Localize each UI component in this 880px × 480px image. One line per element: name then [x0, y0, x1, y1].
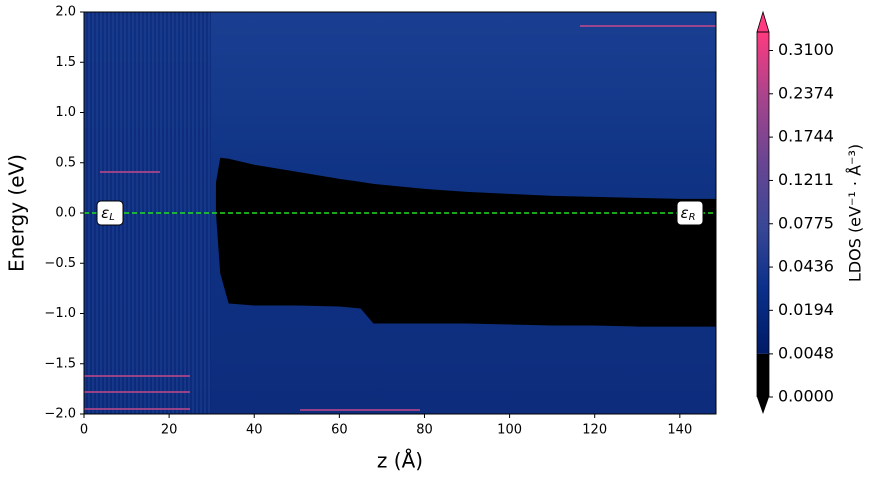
colorbar-tick-label: 0.3100: [778, 40, 834, 59]
annotation-symbol: ε: [680, 204, 688, 222]
heatmap-texture: [84, 25, 716, 411]
x-axis-label: z (Å): [377, 449, 423, 473]
colorbar-tick-label: 0.0194: [778, 300, 834, 319]
x-tick-label: 0: [80, 423, 88, 438]
plot-area: [84, 12, 716, 414]
x-tick-label: 100: [497, 423, 522, 438]
x-tick-label: 80: [416, 423, 433, 438]
annotation: εL: [101, 204, 115, 224]
zero-ldos-region: [215, 157, 716, 327]
x-tick-label: 20: [161, 423, 178, 438]
y-tick-label: −1.0: [44, 306, 76, 321]
annotation-subscript: L: [109, 212, 115, 223]
y-tick-label: 1.5: [55, 55, 76, 70]
colorbar-tick-label: 0.0436: [778, 257, 834, 276]
y-tick-label: 1.0: [55, 105, 76, 120]
colorbar-tick-label: 0.0048: [778, 343, 834, 362]
annotation: εR: [680, 204, 695, 224]
colorbar-zero: [757, 353, 769, 397]
x-tick-label: 60: [331, 423, 348, 438]
colorbar-extend-max: [756, 10, 770, 33]
y-tick-label: 0.5: [55, 155, 76, 170]
annotation-box: [676, 200, 704, 226]
colorbar-frame: [756, 31, 770, 397]
x-tick-label: 120: [582, 423, 607, 438]
y-tick-label: −2.0: [44, 407, 76, 422]
y-axis-label: Energy (eV): [5, 154, 29, 272]
annotation-box: [96, 200, 124, 226]
colorbar-tick-label: 0.0775: [778, 213, 834, 232]
x-tick-label: 40: [246, 423, 263, 438]
colorbar-extend-min: [757, 397, 769, 414]
colorbar-label: LDOS (eV⁻¹ · Å⁻³): [846, 144, 865, 282]
y-tick-label: 2.0: [55, 5, 76, 20]
y-tick-label: 0.0: [55, 206, 76, 221]
y-tick-label: −0.5: [44, 256, 76, 271]
colorbar-tick-label: 0.2374: [778, 83, 834, 102]
x-tick-label: 140: [667, 423, 692, 438]
colorbar-tick-label: 0.1211: [778, 170, 834, 189]
colorbar: [757, 32, 769, 354]
colorbar-tick-label: 0.0000: [778, 387, 834, 406]
annotation-symbol: ε: [101, 204, 109, 222]
colorbar-tick-label: 0.1744: [778, 127, 834, 146]
y-tick-label: −1.5: [44, 356, 76, 371]
annotation-subscript: R: [689, 212, 696, 223]
